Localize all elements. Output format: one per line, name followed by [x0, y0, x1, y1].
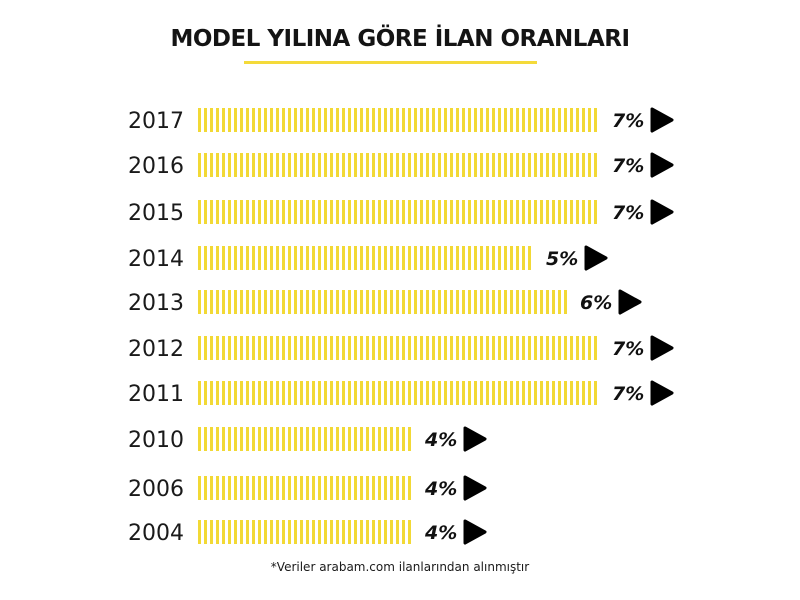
chart-title: MODEL YILINA GÖRE İLAN ORANLARI [170, 26, 630, 52]
play-triangle-icon [650, 107, 674, 133]
year-label-2015: 2015 [128, 201, 184, 226]
bar-2016 [196, 153, 600, 177]
year-label-2012: 2012 [128, 337, 184, 362]
value-label-2013: 6% [580, 292, 612, 314]
value-label-2004: 4% [424, 522, 457, 544]
play-triangle-icon [618, 289, 642, 315]
play-triangle-icon [650, 199, 674, 225]
value-label-2015: 7% [612, 202, 644, 224]
title-underline [244, 61, 537, 64]
value-label-2017: 7% [612, 110, 644, 132]
play-triangle-icon [650, 335, 674, 361]
bar-2012 [196, 336, 600, 360]
bar-2017 [196, 108, 600, 132]
bar-2013 [196, 290, 568, 314]
value-label-2006: 4% [424, 478, 457, 500]
year-label-2006: 2006 [128, 477, 184, 502]
play-triangle-icon [463, 475, 487, 501]
bar-2014 [196, 246, 534, 270]
bar-2015 [196, 200, 600, 224]
value-label-2010: 4% [424, 429, 457, 451]
bar-2006 [196, 476, 413, 500]
bar-chart: 2017 7% 2016 7% 2015 7% 2014 5% 2013 6% 2012 7% 2011… [128, 107, 674, 546]
play-triangle-icon [463, 426, 487, 452]
bar-2004 [196, 520, 413, 544]
footnote: *Veriler arabam.com ilanlarından alınmış… [270, 560, 530, 574]
value-label-2016: 7% [612, 155, 644, 177]
value-label-2012: 7% [612, 338, 644, 360]
play-triangle-icon [650, 380, 674, 406]
value-label-2014: 5% [546, 248, 578, 270]
bar-2010 [196, 427, 413, 451]
year-label-2013: 2013 [128, 291, 184, 316]
play-triangle-icon [463, 519, 487, 545]
year-label-2014: 2014 [128, 247, 184, 272]
play-triangle-icon [584, 245, 608, 271]
year-label-2010: 2010 [128, 428, 184, 453]
value-label-2011: 7% [612, 383, 644, 405]
year-label-2011: 2011 [128, 382, 184, 407]
year-label-2017: 2017 [128, 109, 184, 134]
bar-2011 [196, 381, 600, 405]
play-triangle-icon [650, 152, 674, 178]
year-label-2004: 2004 [128, 521, 184, 546]
year-label-2016: 2016 [128, 154, 184, 179]
